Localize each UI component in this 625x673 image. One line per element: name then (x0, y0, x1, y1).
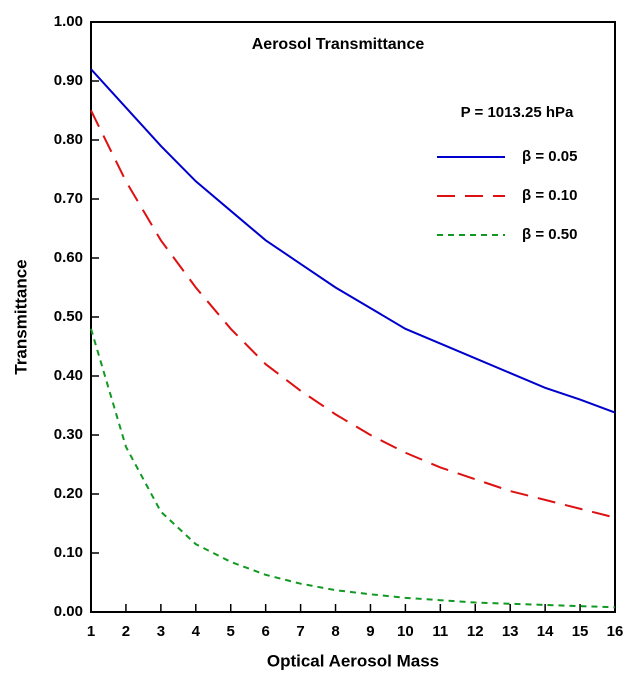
line-series (90, 328, 616, 609)
y-axis-label: Transmittance (11, 259, 30, 374)
x-tick-label: 10 (397, 623, 414, 640)
x-tick-label: 7 (296, 623, 304, 640)
y-tick-label: 0.70 (54, 190, 83, 207)
x-tick-label: 5 (227, 623, 235, 640)
legend-label: β = 0.10 (522, 187, 577, 204)
x-tick-label: 6 (261, 623, 269, 640)
y-tick-label: 0.80 (54, 131, 83, 148)
y-tick-label: 0.00 (54, 603, 83, 620)
x-tick-label: 4 (192, 623, 201, 640)
y-tick-label: 0.90 (54, 72, 83, 89)
y-tick-label: 1.00 (54, 13, 83, 30)
x-tick-label: 8 (331, 623, 339, 640)
x-tick-label: 14 (537, 623, 554, 640)
y-tick-label: 0.60 (54, 249, 83, 266)
y-tick-label: 0.50 (54, 308, 83, 325)
line-series (90, 110, 616, 519)
x-tick-label: 12 (467, 623, 484, 640)
chart-title: Aerosol Transmittance (252, 36, 425, 53)
x-tick-label: 11 (432, 623, 448, 640)
x-tick-label: 2 (122, 623, 130, 640)
x-tick-label: 16 (607, 623, 624, 640)
x-tick-label: 1 (87, 623, 95, 640)
y-tick-label: 0.20 (54, 485, 83, 502)
x-tick-label: 9 (366, 623, 374, 640)
x-tick-label: 3 (157, 623, 165, 640)
legend-header: P = 1013.25 hPa (461, 104, 574, 121)
x-tick-label: 15 (572, 623, 589, 640)
line-series (90, 68, 616, 414)
legend-label: β = 0.05 (522, 148, 577, 165)
x-tick-label: 13 (502, 623, 519, 640)
legend-label: β = 0.50 (522, 226, 577, 243)
y-tick-label: 0.30 (54, 426, 83, 443)
y-tick-label: 0.40 (54, 367, 83, 384)
y-tick-label: 0.10 (54, 544, 83, 561)
x-axis-label: Optical Aerosol Mass (267, 651, 439, 670)
